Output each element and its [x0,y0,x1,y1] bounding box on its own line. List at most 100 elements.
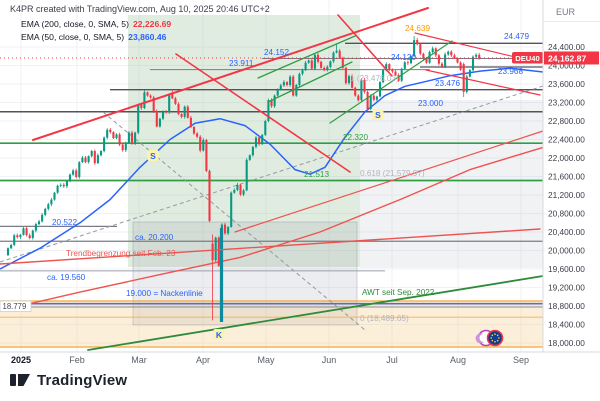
price-axis-bg [543,0,600,401]
eu-star [496,339,499,342]
currency-label: EUR [556,7,576,17]
dashed-trendline [102,111,366,331]
eu-star [494,333,496,336]
time-tick: Mar [131,355,147,365]
price-tick: 22,800.00 [548,116,585,126]
trendline [329,40,453,124]
price-annotation: 24.152 [264,48,289,57]
time-tick: Jun [322,355,337,365]
trendline [234,130,544,233]
legend-ema50-value: 23,860.46 [128,31,167,42]
eu-star [494,341,496,343]
time-tick: Apr [196,355,210,365]
trendline [87,275,544,351]
time-tick: Feb [69,355,85,365]
price-tick: 20,800.00 [548,209,585,219]
event-icon-eu-flag [486,329,504,347]
ema200-curve [0,146,544,312]
trendline [175,53,351,173]
price-annotation: ca. 20.200 [135,233,174,242]
price-tick: 18,400.00 [548,320,585,330]
trendline [0,228,541,265]
moon-glyph [475,333,484,344]
price-annotation: 24.120 [391,53,416,62]
support-band [0,301,543,347]
price-annotation: 0 (18,489.65) [360,314,409,323]
economic-event-flags[interactable] [475,329,504,347]
gray-zone-left [132,221,358,326]
price-tick: 20,000.00 [548,246,585,256]
price-annotation: AWT seit Sep. 2022 [362,288,435,297]
time-tick: 2025 [11,355,31,365]
legend-ema200-label: EMA (200, close, 0, SMA, 5) [21,19,129,29]
eu-star [491,339,494,342]
price-tick: 19,200.00 [548,283,585,293]
price-annotation: 22.320 [343,133,368,142]
price-tick: 22,400.00 [548,135,585,145]
tradingview-logo[interactable]: TradingView [9,371,127,389]
trendline [257,35,356,79]
price-tick: 21,600.00 [548,172,585,182]
price-axis[interactable]: EUR 24,400.00 24,000.00 23,600.00 23,200.00 2… [543,7,600,348]
price-annotation: 23.968 [498,67,523,76]
gray-zone-right [360,100,543,268]
eu-star [498,337,500,339]
trendline [425,69,541,96]
wave-marker-letter: S [150,151,156,161]
wave-marker-letter: S [375,110,381,120]
price-annotation: 21.513 [304,170,329,179]
time-tick: Sep [513,355,529,365]
last-price-text: 24,162.87 [548,53,586,63]
price-tick: 24,000.00 [548,61,585,71]
symbol-badge [512,52,543,64]
last-price-box [544,51,599,65]
price-tick: 23,600.00 [548,79,585,89]
eu-star [496,334,499,337]
eu-star [491,334,494,337]
price-tick: 19,600.00 [548,264,585,274]
price-tick: 23,200.00 [548,98,585,108]
price-tick: 20,400.00 [548,227,585,237]
wave-marker [372,109,384,120]
price-annotation: Trendbegrenzung seit Feb. 23 [66,249,176,258]
price-annotation: 24.639 [405,24,430,33]
price-tick: 24,400.00 [548,42,585,52]
chart-credit: K4PR created with TradingView.com, Aug 1… [10,4,270,14]
trendline [32,7,429,141]
time-tick: May [257,355,275,365]
wave-marker-letter: K [216,330,223,340]
ema50-curve [0,67,544,270]
time-tick: Jul [386,355,398,365]
indicator-legend: EMA (200, close, 0, SMA, 5) 22,226.69 EMA… [21,18,171,43]
trendline [267,61,353,103]
time-tick: Aug [450,355,466,365]
price-tick: 21,200.00 [548,190,585,200]
price-annotation: ca. 19.560 [47,273,86,282]
legend-ema200[interactable]: EMA (200, close, 0, SMA, 5) 22,226.69 [21,18,171,31]
wave-marker [147,150,159,161]
price-annotation: 23.911 [229,59,254,68]
price-annotation: 19.000 = Nackenlinie [126,289,203,298]
price-annotation: 1 (23,476.03) [350,74,399,83]
legend-ema200-value: 22,226.69 [132,19,172,29]
left-price-badge-text: 18.779 [3,302,27,311]
price-annotation: 20.522 [52,218,77,227]
trendline [337,14,393,77]
green-zone [128,15,360,267]
price-tick: 22,000.00 [548,153,585,163]
legend-ema50[interactable]: EMA (50, close, 0, SMA, 5) 23,860.46 [21,31,171,44]
price-annotation: 23.000 [418,99,443,108]
price-annotation: 0.618 (21,579.97) [360,169,425,178]
price-tick: 18,000.00 [548,338,585,348]
time-axis[interactable]: 2025 Feb Mar Apr May Jun Jul Aug Sep [11,355,529,365]
tradingview-logo-icon [10,374,30,386]
price-tick: 18,800.00 [548,301,585,311]
price-annotation: 24.479 [504,32,529,41]
legend-ema50-label: EMA (50, close, 0, SMA, 5) [21,31,125,42]
left-price-badge [0,300,32,312]
symbol-badge-text: DEU40 [515,54,539,63]
wave-marker [213,329,225,340]
eu-star [490,337,493,339]
